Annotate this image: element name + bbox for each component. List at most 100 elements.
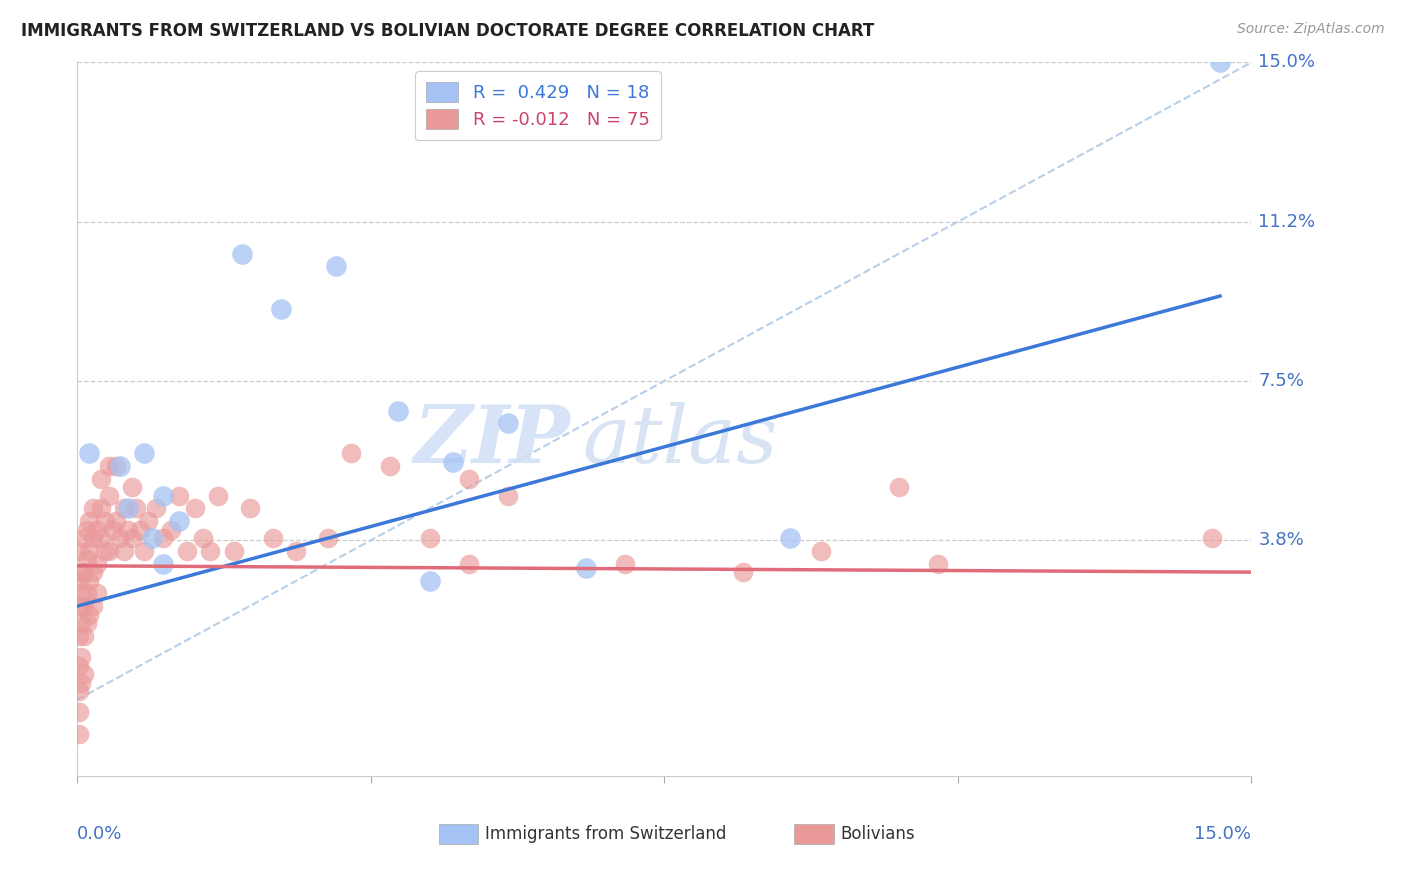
Point [316, 531, 339, 545]
Point [67, 574, 90, 588]
Point [575, 561, 598, 575]
Point [152, 531, 174, 545]
Text: 15.0%: 15.0% [1194, 825, 1251, 843]
Point [160, 523, 183, 537]
Point [152, 557, 174, 571]
Point [77, 446, 100, 460]
Point [1209, 55, 1232, 70]
Point [86, 586, 108, 600]
Text: IMMIGRANTS FROM SWITZERLAND VS BOLIVIAN DOCTORATE DEGREE CORRELATION CHART: IMMIGRANTS FROM SWITZERLAND VS BOLIVIAN … [21, 22, 875, 40]
Text: atlas: atlas [582, 402, 778, 479]
Point [200, 544, 222, 558]
Point [167, 514, 190, 528]
Point [82, 565, 104, 579]
Point [132, 544, 155, 558]
Point [457, 557, 479, 571]
Point [67, 544, 90, 558]
Text: Source: ZipAtlas.com: Source: ZipAtlas.com [1237, 22, 1385, 37]
Point [77, 607, 100, 622]
Point [93, 544, 115, 558]
Point [222, 544, 245, 558]
Point [457, 472, 479, 486]
Point [70, 586, 93, 600]
Point [70, 675, 93, 690]
Point [67, 684, 90, 698]
Text: ZIP: ZIP [413, 402, 571, 479]
Point [496, 417, 519, 431]
Point [387, 403, 409, 417]
Point [285, 544, 308, 558]
Point [152, 489, 174, 503]
Point [183, 501, 207, 516]
Point [67, 706, 90, 720]
Point [496, 489, 519, 503]
Point [1201, 531, 1223, 545]
Point [70, 616, 93, 631]
Point [97, 544, 120, 558]
Text: 11.2%: 11.2% [1258, 212, 1316, 231]
Point [145, 501, 167, 516]
Point [76, 552, 98, 566]
Point [67, 726, 90, 740]
Point [441, 455, 464, 469]
Point [231, 246, 253, 260]
Text: 0.0%: 0.0% [77, 825, 122, 843]
Point [779, 531, 801, 545]
Point [810, 544, 832, 558]
Point [207, 489, 229, 503]
Point [927, 557, 949, 571]
Point [86, 523, 108, 537]
Point [67, 599, 90, 614]
Text: Bolivians: Bolivians [841, 825, 915, 843]
Point [77, 514, 100, 528]
Point [77, 574, 100, 588]
Legend: R =  0.429   N = 18, R = -0.012   N = 75: R = 0.429 N = 18, R = -0.012 N = 75 [415, 71, 661, 140]
Point [90, 501, 112, 516]
Point [380, 458, 402, 473]
Point [82, 501, 104, 516]
Point [419, 531, 441, 545]
Point [340, 446, 363, 460]
Point [112, 544, 135, 558]
Point [76, 586, 98, 600]
Point [82, 531, 104, 545]
Point [132, 446, 155, 460]
Point [889, 480, 911, 494]
Point [97, 458, 120, 473]
Point [72, 629, 94, 643]
Point [112, 501, 135, 516]
Point [176, 544, 198, 558]
Point [238, 501, 260, 516]
Point [76, 616, 98, 631]
Point [141, 531, 163, 545]
Point [77, 544, 100, 558]
Point [76, 523, 98, 537]
Point [129, 523, 152, 537]
Point [90, 531, 112, 545]
Point [419, 574, 441, 588]
Point [191, 531, 214, 545]
Point [67, 658, 90, 673]
Point [72, 667, 94, 681]
Point [117, 523, 139, 537]
Point [110, 531, 132, 545]
Text: 15.0%: 15.0% [1258, 54, 1316, 71]
Point [70, 650, 93, 665]
Point [270, 301, 292, 316]
Point [72, 531, 94, 545]
Point [125, 501, 148, 516]
Point [614, 557, 637, 571]
Text: Immigrants from Switzerland: Immigrants from Switzerland [485, 825, 727, 843]
Point [136, 514, 159, 528]
Point [72, 565, 94, 579]
Point [70, 565, 93, 579]
Point [97, 489, 120, 503]
Point [93, 514, 115, 528]
Point [731, 565, 754, 579]
Point [105, 514, 128, 528]
Point [86, 557, 108, 571]
Point [72, 599, 94, 614]
Point [121, 531, 143, 545]
Point [262, 531, 284, 545]
Point [82, 599, 104, 614]
